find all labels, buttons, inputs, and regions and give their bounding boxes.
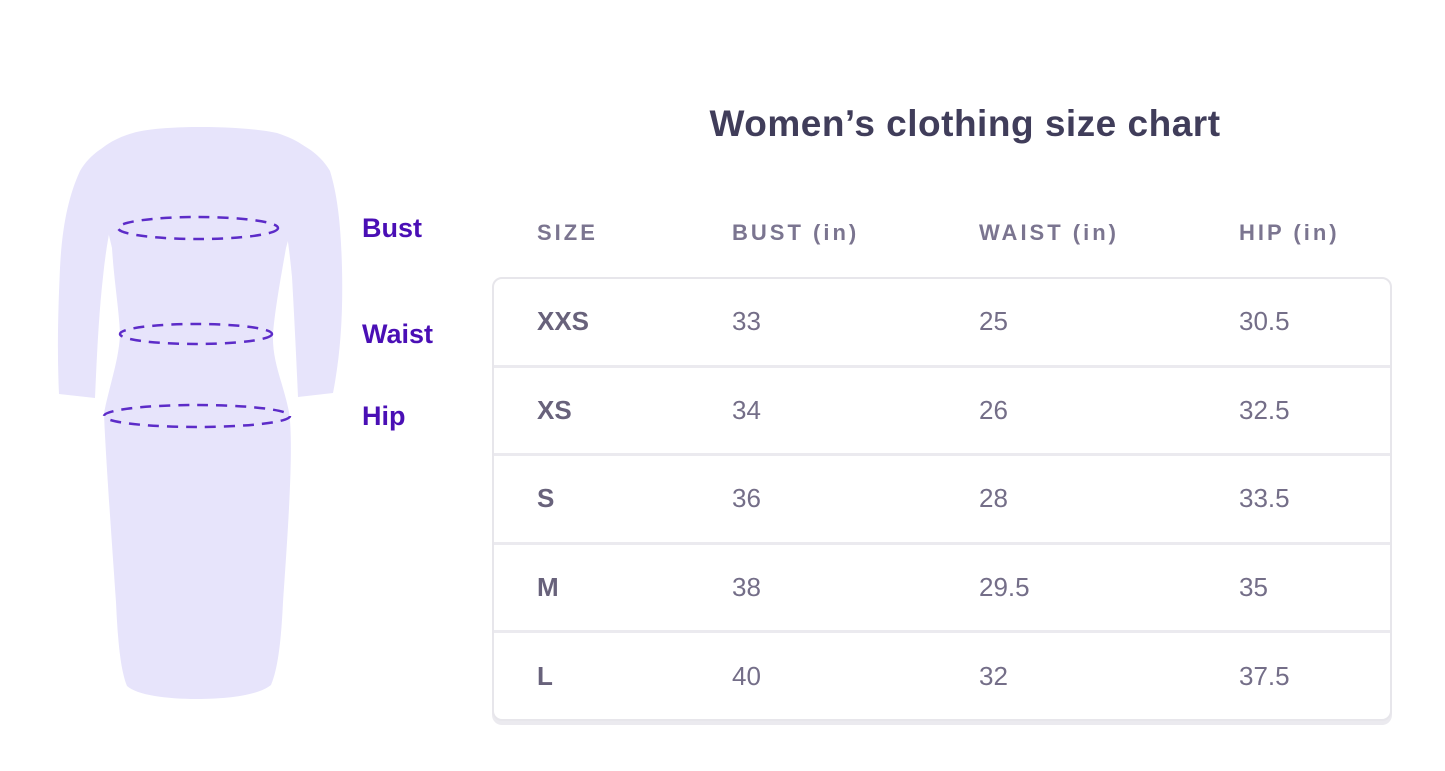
value-cell-bust-in: 40: [732, 660, 761, 691]
table-row-m: M 38 29.5 35: [494, 541, 1390, 631]
value-cell-waist-in: 26: [979, 394, 1008, 425]
table-row-xxs: XXS 33 25 30.5: [494, 279, 1390, 365]
size-table-header: SIZE BUST (in) WAIST (in) HIP (in): [494, 220, 1394, 246]
value-cell-bust-in: 33: [732, 306, 761, 337]
measurement-label-hip: Hip: [362, 401, 406, 431]
header-cell-bust-in: BUST (in): [732, 220, 860, 245]
value-cell-bust-in: 34: [732, 394, 761, 425]
measurement-label-waist: Waist: [362, 319, 434, 349]
page-title: Women’s clothing size chart: [709, 103, 1221, 144]
size-table: XXS 33 25 30.5 XS 34 26 32.5 S 36 28 33.5 M 38 29.5 35 L…: [492, 277, 1392, 721]
size-cell: M: [537, 572, 559, 603]
dress-illustration: [57, 127, 343, 699]
size-cell: S: [537, 483, 555, 514]
value-cell-hip-in: 37.5: [1239, 660, 1290, 691]
value-cell-hip-in: 33.5: [1239, 483, 1290, 514]
value-cell-waist-in: 28: [979, 483, 1008, 514]
value-cell-hip-in: 32.5: [1239, 394, 1290, 425]
table-row-l: L 40 32 37.5: [494, 630, 1390, 719]
header-cell-size: SIZE: [537, 220, 598, 245]
size-cell: XXS: [537, 306, 590, 337]
table-row-s: S 36 28 33.5: [494, 453, 1390, 542]
value-cell-waist-in: 25: [979, 306, 1008, 337]
waist-measure-ellipse: [118, 322, 274, 346]
value-cell-bust-in: 36: [732, 483, 761, 514]
value-cell-waist-in: 32: [979, 660, 1008, 691]
value-cell-hip-in: 35: [1239, 572, 1268, 603]
value-cell-bust-in: 38: [732, 572, 761, 603]
value-cell-waist-in: 29.5: [979, 572, 1030, 603]
hip-measure-ellipse: [102, 403, 292, 429]
measurement-label-bust: Bust: [362, 213, 422, 243]
header-cell-waist-in: WAIST (in): [979, 220, 1119, 245]
size-cell: L: [537, 660, 553, 691]
bust-measure-ellipse: [116, 215, 280, 241]
size-cell: XS: [537, 394, 572, 425]
table-row-xs: XS 34 26 32.5: [494, 364, 1390, 454]
value-cell-hip-in: 30.5: [1239, 306, 1290, 337]
header-cell-hip-in: HIP (in): [1239, 220, 1340, 245]
dress-silhouette: [88, 127, 322, 699]
